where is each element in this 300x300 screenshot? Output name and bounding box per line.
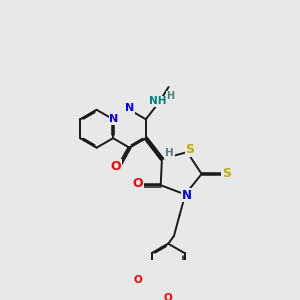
Text: S: S — [222, 167, 231, 181]
Text: O: O — [164, 292, 172, 300]
Text: O: O — [134, 275, 142, 285]
Text: H: H — [164, 149, 173, 159]
Text: H: H — [165, 148, 174, 158]
Text: N: N — [109, 114, 119, 124]
Text: N: N — [125, 103, 134, 113]
Text: O: O — [132, 177, 143, 190]
Text: N: N — [182, 189, 192, 202]
Text: NH: NH — [148, 96, 166, 106]
Text: O: O — [110, 160, 121, 173]
Text: S: S — [185, 143, 194, 156]
Text: H: H — [166, 91, 174, 101]
